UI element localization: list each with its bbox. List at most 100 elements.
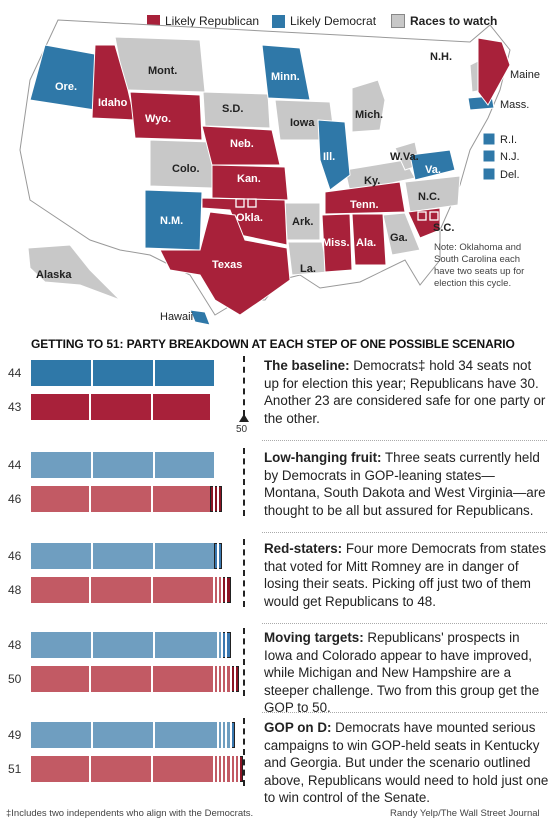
rep-bar-divider bbox=[217, 486, 220, 512]
rep-bar-divider bbox=[89, 577, 92, 603]
step-description: The baseline: Democrats‡ hold 34 seats n… bbox=[264, 357, 549, 427]
swatch-ri bbox=[482, 132, 496, 146]
dem-seat-count: 49 bbox=[8, 728, 22, 742]
rep-bar-divider bbox=[225, 577, 228, 603]
legend-watch-label: Races to watch bbox=[410, 14, 498, 28]
label-sd: S.D. bbox=[222, 103, 243, 115]
republican-swatch bbox=[147, 14, 160, 28]
dem-bar-base bbox=[31, 722, 231, 748]
rep-bar-divider bbox=[233, 666, 236, 692]
dem-bar-divider bbox=[153, 543, 156, 569]
dem-bar-divider bbox=[217, 543, 220, 569]
rep-bar-divider bbox=[212, 486, 215, 512]
label-ri: R.I. bbox=[500, 134, 517, 146]
label-miss: Miss. bbox=[322, 237, 350, 249]
label-idaho: Idaho bbox=[98, 97, 128, 109]
rep-bar-divider bbox=[221, 756, 224, 782]
map-note: Note: Oklahoma and South Carolina each h… bbox=[434, 242, 525, 289]
state-ill bbox=[317, 119, 351, 191]
label-wyo: Wyo. bbox=[145, 113, 171, 125]
label-wva: W.Va. bbox=[390, 151, 419, 163]
label-texas: Texas bbox=[212, 259, 242, 271]
state-ore bbox=[29, 44, 101, 111]
rep-bar-divider bbox=[212, 756, 215, 782]
rep-seat-count: 51 bbox=[8, 762, 22, 776]
label-ala: Ala. bbox=[356, 237, 376, 249]
step-description: Low-hanging fruit: Three seats currently… bbox=[264, 449, 549, 519]
state-mich bbox=[351, 79, 386, 133]
rep-bar-divider bbox=[217, 577, 220, 603]
rep-bar-divider bbox=[237, 756, 240, 782]
rep-bar-divider bbox=[217, 756, 220, 782]
rep-bar-divider bbox=[150, 756, 153, 782]
dem-bar-divider bbox=[153, 360, 156, 386]
rep-bar-base bbox=[31, 394, 210, 420]
state-wyo bbox=[129, 91, 203, 141]
step-description: GOP on D: Democrats have mounted serious… bbox=[264, 719, 549, 807]
dem-bar-divider bbox=[90, 632, 93, 658]
rep-bar-divider bbox=[233, 756, 236, 782]
chart-title: GETTING TO 51: PARTY BREAKDOWN AT EACH S… bbox=[31, 337, 515, 351]
step-title: Red-staters: bbox=[264, 541, 343, 556]
label-nm: N.M. bbox=[160, 215, 183, 227]
step-title: Low-hanging fruit: bbox=[264, 450, 382, 465]
label-hawaii: Hawaii bbox=[160, 311, 193, 323]
sc-seat-marker bbox=[429, 211, 439, 221]
dem-bar-divider bbox=[90, 360, 93, 386]
label-mass: Mass. bbox=[500, 99, 529, 111]
democrat-swatch bbox=[272, 14, 285, 28]
rep-bar bbox=[31, 486, 223, 512]
rep-seat-count: 48 bbox=[8, 583, 22, 597]
rep-bar-divider bbox=[150, 394, 153, 420]
step-description: Red-staters: Four more Democrats from st… bbox=[264, 540, 549, 610]
rep-bar bbox=[31, 577, 231, 603]
rep-bar-divider bbox=[221, 577, 224, 603]
dem-bar-base bbox=[31, 360, 214, 386]
step-divider bbox=[262, 712, 547, 713]
label-sc: S.C. bbox=[433, 222, 454, 234]
step-description: Moving targets: Republicans' prospects i… bbox=[264, 629, 549, 717]
rep-bar-divider bbox=[150, 577, 153, 603]
dem-bar-divider bbox=[90, 452, 93, 478]
state-miss bbox=[321, 213, 353, 273]
rep-bar-divider bbox=[89, 394, 92, 420]
rep-bar-divider bbox=[89, 756, 92, 782]
label-ga: Ga. bbox=[390, 232, 408, 244]
label-va: Va. bbox=[425, 164, 441, 176]
dem-bar-divider bbox=[90, 722, 93, 748]
label-okla: Okla. bbox=[236, 212, 263, 224]
rep-bar-base bbox=[31, 486, 210, 512]
label-neb: Neb. bbox=[230, 138, 254, 150]
footnote: ‡Includes two independents who align wit… bbox=[6, 808, 254, 819]
rep-bar bbox=[31, 756, 243, 782]
legend-watch: Races to watch bbox=[391, 14, 497, 28]
label-mont: Mont. bbox=[148, 65, 177, 77]
swatch-nj bbox=[482, 149, 496, 163]
dem-bar-divider bbox=[225, 722, 228, 748]
state-neb bbox=[201, 125, 281, 166]
state-minn bbox=[261, 44, 311, 101]
step-title: The baseline: bbox=[264, 358, 350, 373]
rep-bar-divider bbox=[221, 666, 224, 692]
label-colo: Colo. bbox=[172, 163, 200, 175]
watch-swatch bbox=[391, 14, 405, 28]
rep-bar-base bbox=[31, 666, 231, 692]
step-divider bbox=[262, 623, 547, 624]
rep-bar-divider bbox=[225, 666, 228, 692]
dem-bar-divider bbox=[217, 722, 220, 748]
dem-bar-base bbox=[31, 452, 214, 478]
threshold-arrow bbox=[239, 414, 249, 422]
label-minn: Minn. bbox=[271, 71, 300, 83]
label-nj: N.J. bbox=[500, 151, 520, 163]
state-sd bbox=[202, 91, 271, 129]
dem-bar-divider bbox=[90, 543, 93, 569]
rep-seat-count: 50 bbox=[8, 672, 22, 686]
state-maine bbox=[477, 37, 511, 106]
dem-bar bbox=[31, 543, 223, 569]
step-divider bbox=[262, 532, 547, 533]
rep-bar-base bbox=[31, 577, 223, 603]
legend-democrat-label: Likely Democrat bbox=[290, 14, 377, 28]
step-title: GOP on D: bbox=[264, 720, 332, 735]
label-maine: Maine bbox=[510, 69, 540, 81]
label-iowa: Iowa bbox=[290, 117, 315, 129]
